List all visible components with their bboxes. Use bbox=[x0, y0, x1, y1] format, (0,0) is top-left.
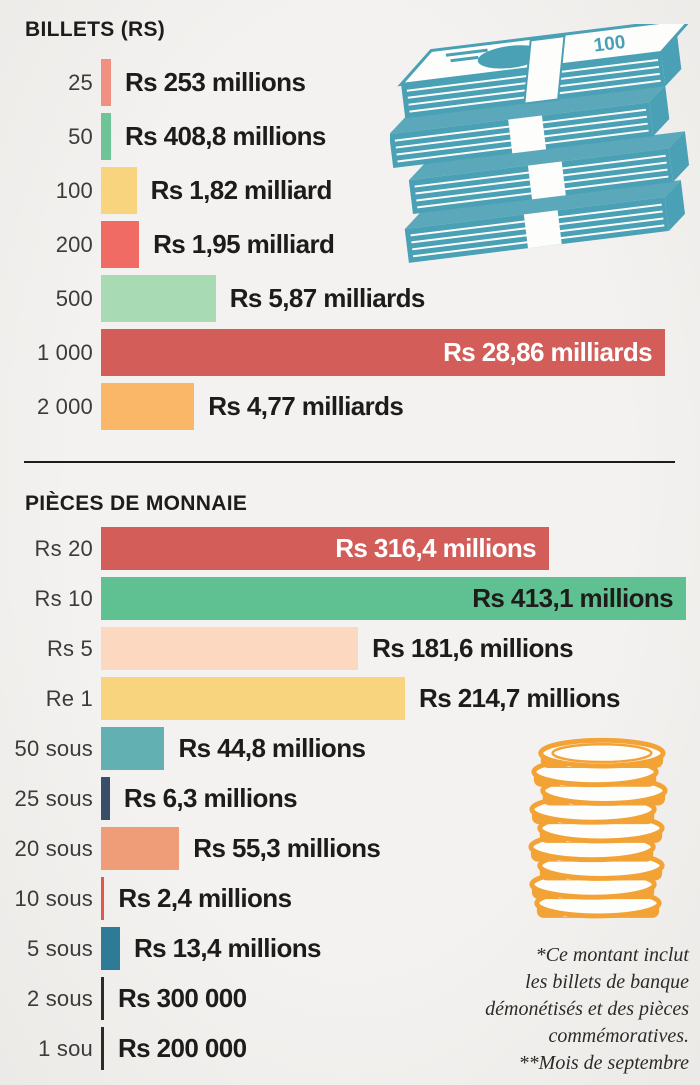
bar bbox=[101, 221, 140, 268]
bar-category-label: 20 sous bbox=[14, 835, 93, 861]
chart-row: Rs 20 Rs 316,4 millions bbox=[0, 527, 700, 570]
bar bbox=[101, 113, 111, 160]
bar-value-label: Rs 316,4 millions bbox=[335, 533, 537, 563]
chart-row: 2 000 Rs 4,77 milliards bbox=[0, 383, 700, 430]
banknote-stack-illustration: 100 bbox=[390, 24, 695, 263]
chart-row: 25 sous Rs 6,3 millions bbox=[0, 777, 700, 820]
bar bbox=[101, 59, 111, 106]
bar-category-label: 25 bbox=[68, 69, 93, 95]
footnote-line: les billets de banque bbox=[525, 971, 689, 993]
section-title-billets: BILLETS (RS) bbox=[25, 18, 166, 41]
bar-value-label: Rs 300 000 bbox=[118, 983, 247, 1013]
bar-value-label: Rs 200 000 bbox=[118, 1033, 247, 1063]
banknote-strap bbox=[523, 35, 566, 105]
bar bbox=[101, 927, 120, 970]
chart-row: 100 Rs 1,82 milliard bbox=[0, 167, 700, 214]
bar bbox=[101, 877, 105, 920]
bar bbox=[101, 275, 216, 322]
chart-row: 25 Rs 253 millions bbox=[0, 59, 700, 106]
bar-category-label: Rs 10 bbox=[34, 585, 93, 611]
chart-row: 2 sous Rs 300 000 bbox=[0, 977, 700, 1020]
chart-row: 5 sous Rs 13,4 millions bbox=[0, 927, 700, 970]
section-title-pieces: PIÈCES DE MONNAIE bbox=[25, 492, 248, 515]
footnote-line: démonétisés et des pièces bbox=[485, 998, 689, 1020]
bar-category-label: 2 000 bbox=[36, 393, 93, 419]
bar-value-label: Rs 413,1 millions bbox=[472, 583, 673, 613]
bar-value-label: Rs 253 millions bbox=[125, 67, 306, 97]
bar bbox=[101, 827, 180, 870]
banknote-portrait-oval bbox=[477, 45, 544, 69]
coin-stack-illustration bbox=[524, 736, 672, 940]
footnote-line: commémoratives. bbox=[548, 1025, 689, 1047]
footnote-line: *Ce montant inclut bbox=[535, 944, 689, 966]
chart-row: 50 Rs 408,8 millions bbox=[0, 113, 700, 160]
chart-row: 50 sous Rs 44,8 millions bbox=[0, 727, 700, 770]
chart-row: Re 1 Rs 214,7 millions bbox=[0, 677, 700, 720]
bar-value-label: Rs 214,7 millions bbox=[419, 683, 620, 713]
bar-category-label: 200 bbox=[55, 231, 93, 257]
bar-value-label: Rs 4,77 milliards bbox=[208, 391, 404, 421]
bar: Rs 316,4 millions bbox=[101, 527, 550, 570]
bar-value-label: Rs 6,3 millions bbox=[123, 783, 298, 813]
bar bbox=[101, 167, 137, 214]
bar-category-label: Re 1 bbox=[45, 685, 93, 711]
bar-value-label: Rs 408,8 millions bbox=[125, 121, 326, 151]
bar-value-label: Rs 5,87 milliards bbox=[229, 283, 426, 313]
bar: Rs 413,1 millions bbox=[101, 577, 686, 620]
chart-row: 1 000 Rs 28,86 milliards bbox=[0, 329, 700, 376]
bar-category-label: 100 bbox=[55, 177, 93, 203]
bar-category-label: 10 sous bbox=[14, 885, 93, 911]
bar-value-label: Rs 44,8 millions bbox=[178, 733, 366, 763]
footnote-line: **Mois de septembre bbox=[518, 1052, 689, 1074]
bar-tick bbox=[101, 1027, 104, 1070]
bar-tick bbox=[101, 977, 104, 1020]
chart-row: 1 sou Rs 200 000 bbox=[0, 1027, 700, 1070]
bar-value-label: Rs 181,6 millions bbox=[372, 633, 573, 663]
bar bbox=[101, 383, 195, 430]
bar-value-label: Rs 13,4 millions bbox=[133, 933, 322, 963]
bar bbox=[101, 777, 110, 820]
section-divider bbox=[24, 461, 675, 463]
pieces-bar-chart: Rs 20 Rs 316,4 millions Rs 10 Rs 413,1 mill… bbox=[0, 527, 700, 1077]
bar bbox=[101, 677, 406, 720]
bar bbox=[101, 627, 359, 670]
chart-row: Rs 5 Rs 181,6 millions bbox=[0, 627, 700, 670]
bar-category-label: Rs 5 bbox=[46, 635, 93, 661]
bar-category-label: 500 bbox=[55, 285, 93, 311]
bar-value-label: Rs 2,4 millions bbox=[118, 883, 292, 913]
bar-category-label: Rs 20 bbox=[34, 535, 93, 561]
bar-category-label: 1 000 bbox=[36, 339, 93, 365]
bar-value-label: Rs 1,82 milliard bbox=[150, 175, 333, 205]
banknote-denomination-label: 100 bbox=[593, 32, 627, 57]
bar bbox=[101, 727, 165, 770]
bar-value-label: Rs 28,86 milliards bbox=[443, 337, 652, 367]
bar-category-label: 5 sous bbox=[26, 935, 93, 961]
bar: Rs 28,86 milliards bbox=[101, 329, 665, 376]
bar-category-label: 50 sous bbox=[14, 735, 93, 761]
bar-category-label: 2 sous bbox=[26, 985, 93, 1011]
chart-row: 200 Rs 1,95 milliard bbox=[0, 221, 700, 268]
top-coin-rim bbox=[551, 743, 653, 764]
bar-value-label: Rs 1,95 milliard bbox=[153, 229, 335, 259]
chart-row: 10 sous Rs 2,4 millions bbox=[0, 877, 700, 920]
chart-row: 20 sous Rs 55,3 millions bbox=[0, 827, 700, 870]
bar-value-label: Rs 55,3 millions bbox=[193, 833, 381, 863]
bar-category-label: 1 sou bbox=[38, 1035, 93, 1061]
bar-category-label: 25 sous bbox=[14, 785, 93, 811]
chart-row: Rs 10 Rs 413,1 millions bbox=[0, 577, 700, 620]
chart-row: 500 Rs 5,87 milliards bbox=[0, 275, 700, 322]
footnote: *Ce montant inclut les billets de banque… bbox=[485, 942, 689, 1077]
bar-category-label: 50 bbox=[68, 123, 93, 149]
billets-bar-chart: 25 Rs 253 millions 50 Rs 408,8 millions 100 R… bbox=[0, 59, 700, 437]
